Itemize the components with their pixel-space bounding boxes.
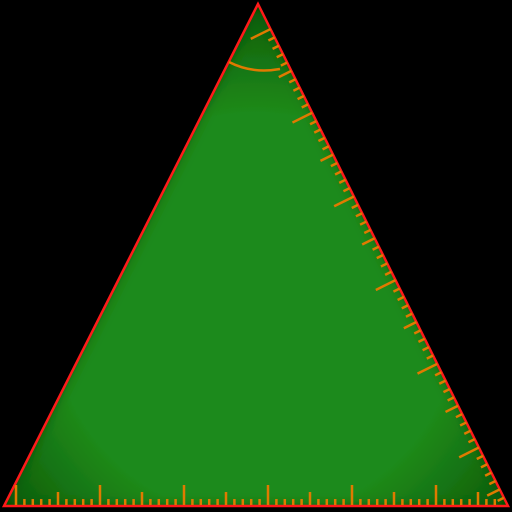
right-tick	[426, 354, 434, 360]
right-tick	[444, 404, 459, 414]
right-tick	[484, 471, 492, 477]
right-tick	[317, 136, 326, 143]
right-tick	[401, 304, 409, 310]
right-tick	[397, 295, 405, 302]
right-tick	[476, 454, 484, 461]
right-tick	[416, 362, 438, 375]
right-tick	[280, 61, 288, 67]
right-tick	[375, 279, 397, 292]
right-tick	[338, 178, 347, 184]
right-tick	[459, 421, 467, 427]
right-tick	[488, 479, 497, 486]
right-tick	[313, 128, 322, 134]
right-tick	[319, 153, 334, 162]
right-tick	[271, 44, 280, 51]
right-tick	[467, 438, 476, 444]
right-tick	[497, 496, 505, 502]
right-tick	[434, 371, 442, 377]
right-tick	[363, 228, 372, 235]
right-tick	[422, 345, 430, 352]
right-tick	[330, 161, 338, 168]
right-tick	[458, 446, 480, 459]
right-tick	[288, 78, 297, 84]
right-tick	[322, 145, 330, 151]
right-tick	[297, 94, 305, 101]
right-tick	[301, 103, 309, 109]
apex-angle-arc-icon	[228, 60, 281, 72]
right-tick	[250, 27, 272, 40]
right-tick	[380, 262, 388, 268]
right-tick	[333, 195, 355, 208]
right-tick	[447, 396, 455, 402]
right-tick	[376, 253, 384, 260]
right-tick	[351, 203, 359, 210]
right-tick	[342, 186, 351, 193]
right-tick	[276, 53, 284, 59]
right-tick	[361, 237, 376, 246]
right-tick	[309, 120, 317, 126]
right-tick	[267, 36, 276, 42]
right-tick	[413, 329, 422, 335]
right-tick	[278, 69, 292, 79]
right-tick	[355, 212, 363, 218]
right-tick	[372, 245, 380, 251]
right-tick	[292, 86, 301, 92]
triangle-ruler-body[interactable]	[4, 4, 508, 506]
right-tick	[384, 270, 392, 277]
right-tick	[442, 387, 451, 394]
right-tick	[405, 312, 413, 318]
right-tick	[417, 337, 426, 343]
right-tick	[334, 170, 342, 176]
right-edge-ticks	[250, 27, 505, 502]
bottom-edge-ticks	[14, 485, 497, 505]
right-tick	[392, 287, 401, 293]
right-tick	[359, 220, 367, 226]
right-tick	[480, 463, 488, 469]
right-tick	[486, 488, 501, 497]
right-tick	[463, 429, 472, 436]
right-tick	[291, 111, 313, 124]
right-tick	[455, 412, 463, 419]
right-tick	[438, 379, 447, 385]
right-tick	[403, 320, 417, 330]
